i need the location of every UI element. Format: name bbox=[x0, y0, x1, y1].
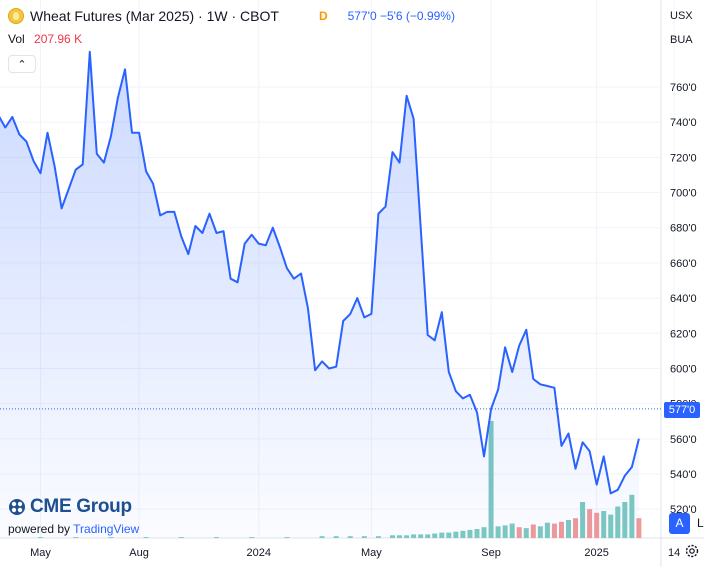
logo-text: CME Group bbox=[30, 496, 132, 517]
volume-legend: Vol 207.96 K bbox=[8, 32, 82, 46]
last-price-tag: 577'0 bbox=[664, 402, 700, 418]
y-tick-label: 660'0 bbox=[670, 258, 697, 270]
powered-prefix: powered by bbox=[8, 522, 71, 536]
y-tick-label: 600'0 bbox=[670, 363, 697, 375]
x-tick-label: 2025 bbox=[584, 547, 608, 559]
tradingview-link[interactable]: TradingView bbox=[73, 522, 140, 536]
y-tick-label: 740'0 bbox=[670, 117, 697, 129]
log-scale-button[interactable]: L bbox=[697, 516, 704, 530]
auto-scale-button[interactable]: A bbox=[669, 513, 690, 534]
chart-header: Wheat Futures (Mar 2025) · 1W · CBOT D 5… bbox=[8, 6, 455, 26]
y-tick-label: 680'0 bbox=[670, 223, 697, 235]
x-tick-label: 2024 bbox=[246, 547, 270, 559]
y-tick-label: 720'0 bbox=[670, 152, 697, 164]
quote-readout: 577'0 −5'6 (−0.99%) bbox=[347, 9, 455, 23]
y-tick-label: 640'0 bbox=[670, 293, 697, 305]
symbol-title[interactable]: Wheat Futures (Mar 2025) · 1W · CBOT bbox=[30, 8, 279, 24]
price-area-fill bbox=[0, 51, 639, 538]
globe-icon bbox=[9, 499, 25, 515]
wheat-symbol-icon bbox=[8, 8, 24, 24]
x-tick-label: May bbox=[361, 547, 382, 559]
volume-label: Vol bbox=[8, 32, 25, 46]
x-axis-ticks: May Aug 2024 May Sep 2025 14 bbox=[30, 547, 680, 559]
price-line bbox=[0, 50, 640, 495]
x-tick-label: Aug bbox=[129, 547, 149, 559]
settings-gear-icon[interactable] bbox=[684, 543, 700, 559]
cme-logo[interactable]: CME Group powered by TradingView bbox=[8, 496, 139, 536]
powered-by: powered by TradingView bbox=[8, 522, 139, 536]
y-tick-label: 760'0 bbox=[670, 82, 697, 94]
chevron-up-icon: ⌃ bbox=[17, 58, 27, 71]
volume-value: 207.96 K bbox=[34, 32, 83, 46]
y-tick-label: 540'0 bbox=[670, 469, 697, 481]
y-tick-label: 560'0 bbox=[670, 434, 697, 446]
y-tick-label: 700'0 bbox=[670, 188, 697, 200]
y-tick-label: 620'0 bbox=[670, 328, 697, 340]
x-tick-label: Sep bbox=[481, 547, 501, 559]
collapse-legend-button[interactable]: ⌃ bbox=[8, 55, 36, 73]
x-tick-label: May bbox=[30, 547, 51, 559]
unit-label[interactable]: BUA bbox=[670, 34, 693, 46]
currency-label[interactable]: USX bbox=[670, 10, 693, 22]
delayed-data-flag[interactable]: D bbox=[318, 9, 328, 23]
x-tick-label: 14 bbox=[668, 547, 680, 559]
